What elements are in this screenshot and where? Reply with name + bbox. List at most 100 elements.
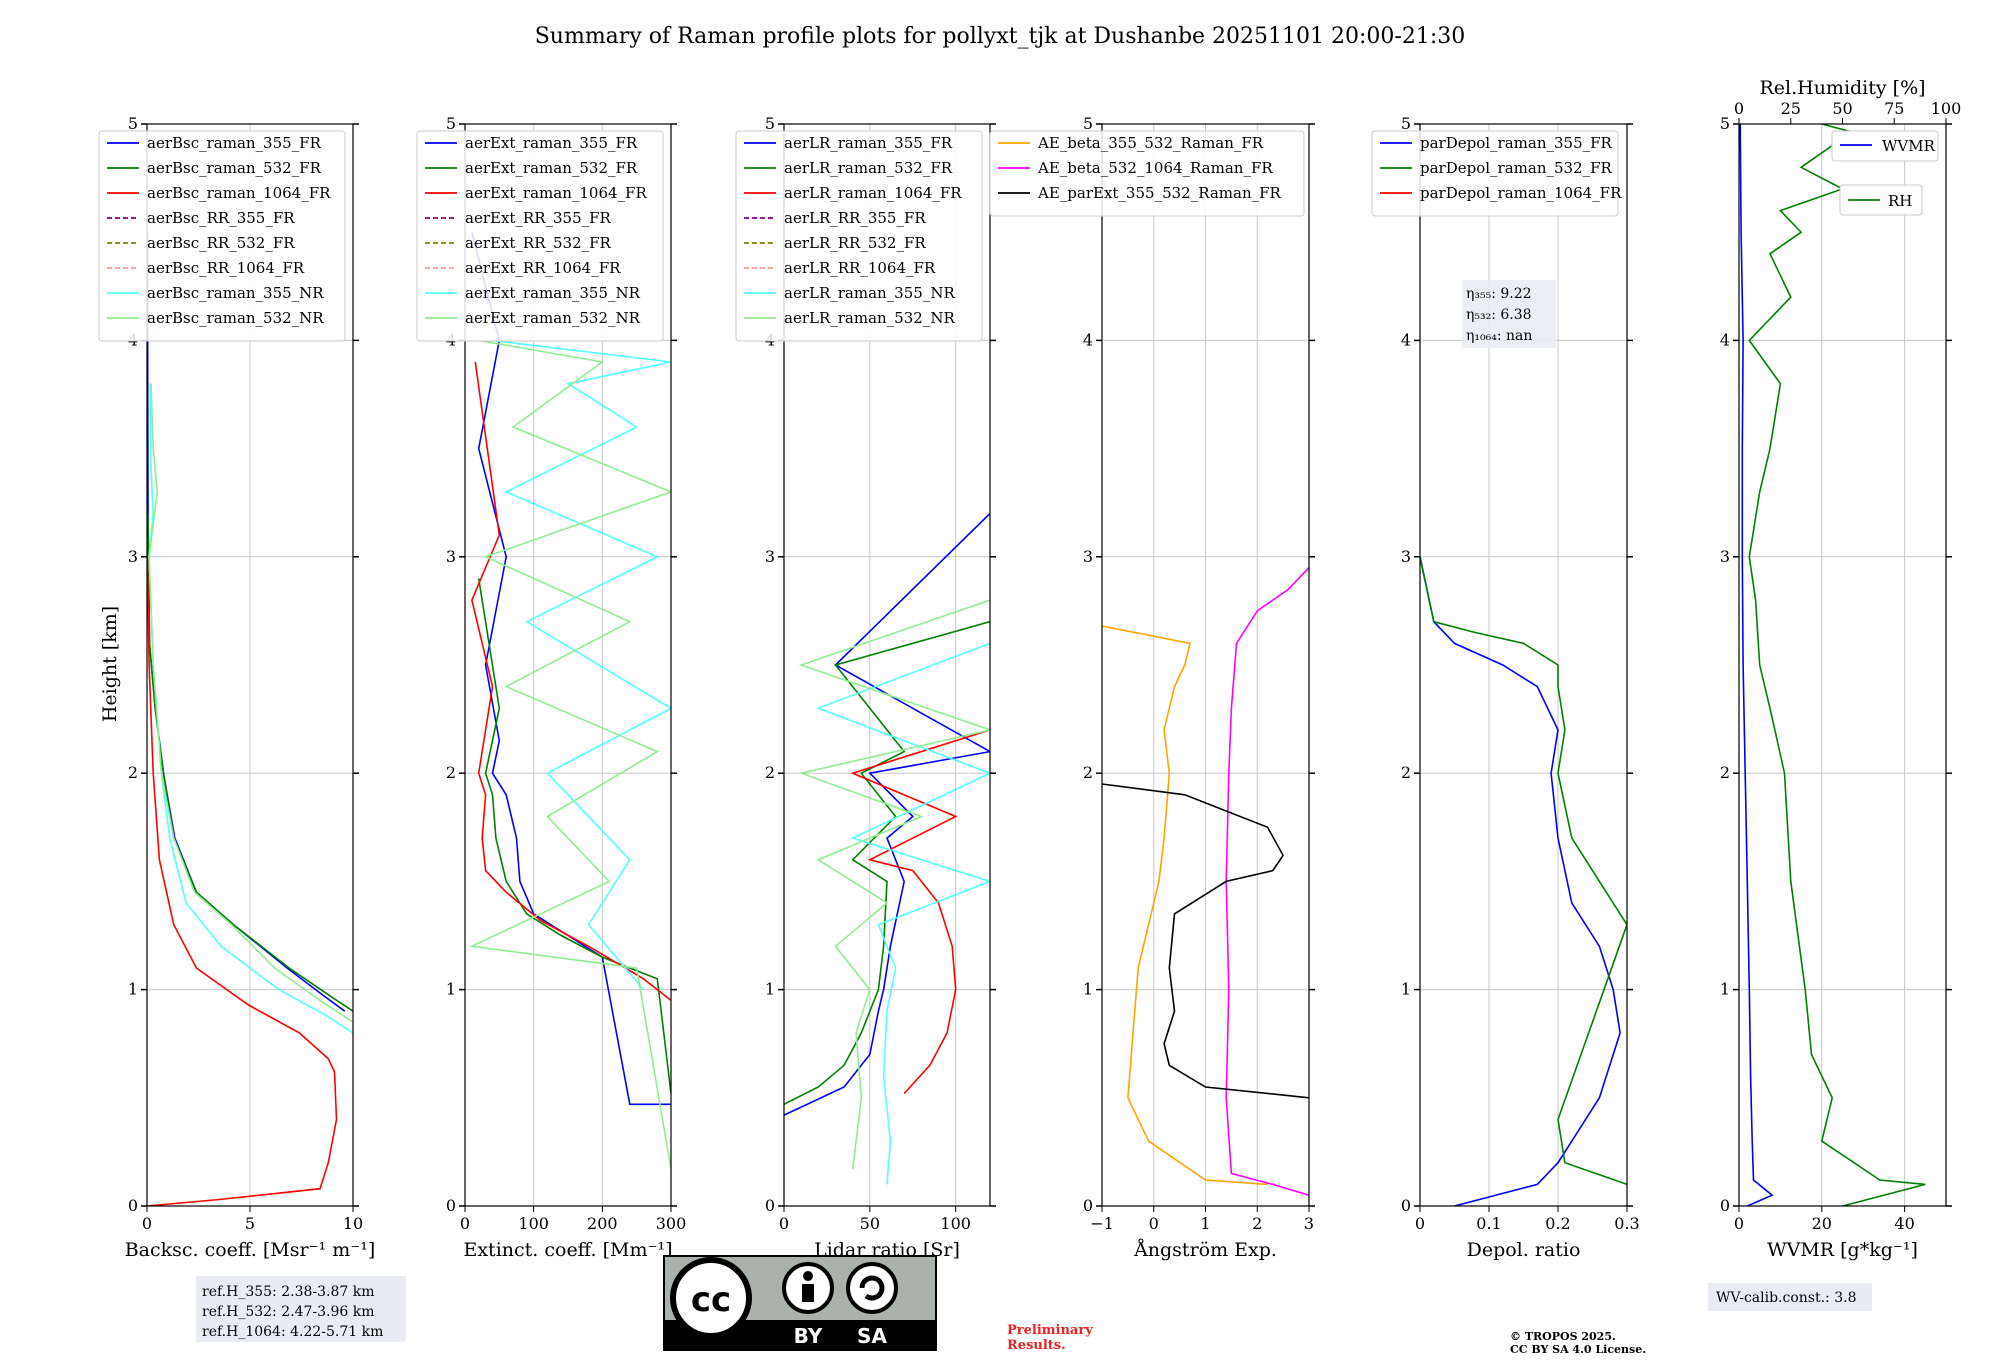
series-line-AE_beta_532_1064_Raman_FR xyxy=(1225,567,1309,1196)
chart-panels: 0510012345Backsc. coeff. [Msr⁻¹ m⁻¹]aerB… xyxy=(98,77,1961,1311)
y-tick-label: 0 xyxy=(446,1196,456,1215)
cc-circle-icon xyxy=(670,1257,752,1339)
cc-license-badge: cc BY SA xyxy=(663,1255,937,1351)
eta-value: η₅₃₂: 6.38 xyxy=(1466,307,1532,323)
series-group xyxy=(1739,124,1926,1206)
x-axis-label: Ångström Exp. xyxy=(1133,1239,1277,1261)
y-tick-label: 5 xyxy=(1083,114,1093,133)
legend-box xyxy=(416,130,664,342)
series-line-aerLR_raman_532_FR xyxy=(784,620,990,1106)
ref-height-355: ref.H_355: 2.38-3.87 km xyxy=(202,1284,375,1300)
x-tick-label: 2 xyxy=(1252,1214,1262,1233)
share-alike-arrow xyxy=(859,1275,885,1301)
by-label: BY xyxy=(794,1324,823,1348)
series-group xyxy=(1420,556,1627,1206)
x-tick-label: 200 xyxy=(587,1214,618,1233)
preliminary-line-2: Results. xyxy=(1007,1338,1066,1353)
copyright-line-1: © TROPOS 2025. xyxy=(1510,1330,1616,1343)
y-tick-label: 3 xyxy=(1401,547,1411,566)
series-line-aerBsc_raman_1064_FR xyxy=(147,556,338,1206)
wvmr-legends: WVMR RH xyxy=(1831,130,1939,216)
x-tick-label: 3 xyxy=(1304,1214,1314,1233)
y-tick-label: 2 xyxy=(1401,763,1411,782)
y-tick-label: 5 xyxy=(1401,114,1411,133)
y-tick-label: 5 xyxy=(128,114,138,133)
legend-label: aerExt_raman_532_NR xyxy=(465,309,641,327)
legend-label: AE_parExt_355_532_Raman_FR xyxy=(1037,184,1282,202)
x-tick-label: 0 xyxy=(779,1214,789,1233)
y-tick-label: 1 xyxy=(765,980,775,999)
y-tick-label: 4 xyxy=(1401,330,1411,349)
panel-depol: 0 0.1 0.2 0.3 0 1 2 3 4 5 Depol. ratio parDepol_ram… xyxy=(1371,114,1640,1261)
x-tick-label: 100 xyxy=(518,1214,549,1233)
ref-height-box: ref.H_355: 2.38-3.87 km ref.H_532: 2.47-… xyxy=(196,1276,406,1342)
legend-label: aerBsc_raman_532_FR xyxy=(147,159,322,177)
legend-box-wvmr xyxy=(1831,130,1939,162)
sa-label: SA xyxy=(857,1324,887,1348)
x-tick-label: −1 xyxy=(1090,1214,1114,1233)
legend: aerLR_raman_355_FR aerLR_raman_532_FR aerL… xyxy=(735,130,983,342)
legend-label: aerLR_raman_355_NR xyxy=(784,284,955,302)
y-tick-label: 1 xyxy=(446,980,456,999)
y-tick-label: 0 xyxy=(1083,1196,1093,1215)
legend-label: parDepol_raman_1064_FR xyxy=(1420,184,1622,202)
legend-box xyxy=(98,130,346,342)
top-x-axis-label: Rel.Humidity [%] xyxy=(1759,77,1925,99)
y-tick-label: 1 xyxy=(128,980,138,999)
legend: aerBsc_raman_355_FR aerBsc_raman_532_FRae… xyxy=(98,130,346,342)
y-tick-label: 2 xyxy=(765,763,775,782)
series-group xyxy=(469,232,671,1170)
panel-wvmr: 0 20 40 0 1 2 3 4 5 WVMR [g*kg⁻¹] 0 25 50 75 100 Rel.Hu… xyxy=(1708,77,1961,1311)
series-line-parDepol_raman_355_FR xyxy=(1420,556,1621,1206)
legend-label: aerExt_raman_1064_FR xyxy=(465,184,647,202)
y-tick-label: 3 xyxy=(128,547,138,566)
y-tick-label: 1 xyxy=(1720,980,1730,999)
legend-label: aerExt_raman_532_FR xyxy=(465,159,638,177)
x-tick-label: 0 xyxy=(1734,1214,1744,1233)
y-tick-label: 2 xyxy=(1720,763,1730,782)
series-line-aerExt_raman_355_NR xyxy=(492,339,671,991)
top-x-tick-label: 75 xyxy=(1884,99,1904,118)
legend-box xyxy=(1371,130,1619,217)
plot-frame xyxy=(783,123,991,1207)
wv-calib-box xyxy=(1708,1283,1872,1311)
legend-label: aerExt_raman_355_FR xyxy=(465,134,638,152)
x-tick-label: 0 xyxy=(1415,1214,1425,1233)
wv-calib-text: WV-calib.const.: 3.8 xyxy=(1716,1290,1856,1306)
y-tick-label: 3 xyxy=(765,547,775,566)
legend-label: aerExt_RR_355_FR xyxy=(465,209,612,227)
panel-lidar_ratio: 050100012345Lidar ratio [Sr]aerLR_raman_… xyxy=(735,114,996,1261)
series-line-aerExt_raman_355_FR xyxy=(471,232,671,1106)
series-line-AE_parExt_355_532_Raman_FR xyxy=(1102,783,1309,1099)
y-tick-label: 2 xyxy=(1083,763,1093,782)
plot-frame xyxy=(1738,123,1947,1207)
y-tick-label: 3 xyxy=(1083,547,1093,566)
legend: parDepol_raman_355_FR parDepol_raman_532_… xyxy=(1371,130,1622,217)
panel-extinction: 0100200300012345Extinct. coeff. [Mm⁻¹]ae… xyxy=(416,114,686,1261)
series-line-aerLR_raman_355_FR xyxy=(784,512,990,1116)
plot-frame xyxy=(464,123,672,1207)
y-axis-label: Height [km] xyxy=(99,606,121,722)
series-group xyxy=(1102,567,1309,1196)
x-tick-label: 0 xyxy=(460,1214,470,1233)
attribution-icon-head xyxy=(803,1271,813,1281)
top-x-tick-label: 25 xyxy=(1781,99,1801,118)
preliminary-line-1: Preliminary xyxy=(1007,1323,1093,1338)
legend-label: aerBsc_raman_355_NR xyxy=(147,284,324,302)
attribution-icon-body xyxy=(802,1284,814,1302)
y-tick-label: 2 xyxy=(128,763,138,782)
ref-height-background xyxy=(196,1276,406,1342)
legend-label: aerLR_raman_355_FR xyxy=(784,134,953,152)
legend-label: AE_beta_532_1064_Raman_FR xyxy=(1037,159,1273,177)
eta-box xyxy=(1462,280,1556,348)
y-tick-label: 0 xyxy=(1401,1196,1411,1215)
share-alike-icon xyxy=(846,1262,898,1314)
eta-value: η₃₅₅: 9.22 xyxy=(1466,286,1532,302)
series-group xyxy=(147,232,353,1206)
legend-label: aerLR_RR_532_FR xyxy=(784,234,926,252)
legend-label: aerLR_RR_355_FR xyxy=(784,209,926,227)
series-line-aerLR_raman_1064_FR xyxy=(850,729,990,1095)
legend-box xyxy=(735,130,983,342)
cc-logo-text: cc xyxy=(691,1280,731,1320)
